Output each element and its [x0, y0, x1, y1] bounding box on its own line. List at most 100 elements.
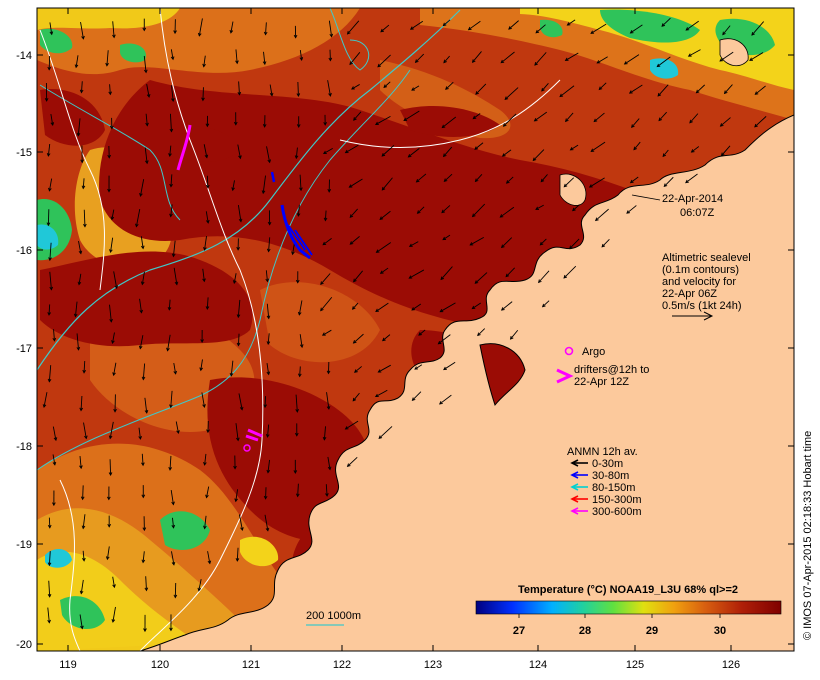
- velocity-arrow: [297, 483, 299, 497]
- velocity-arrowhead: [200, 339, 204, 343]
- velocity-arrowhead: [508, 26, 512, 30]
- map-time: 06:07Z: [680, 207, 715, 219]
- velocity-arrow: [82, 485, 84, 500]
- velocity-arrow: [411, 303, 422, 311]
- anmn-legend: ANMN 12h av. 0-30m30-80m80-150m150-300m3…: [567, 446, 642, 518]
- velocity-arrow: [50, 113, 54, 126]
- velocity-arrowhead: [375, 121, 379, 125]
- velocity-arrow: [109, 421, 114, 439]
- velocity-arrowhead: [235, 558, 240, 562]
- velocity-arrow: [48, 365, 52, 382]
- velocity-arrow: [75, 55, 79, 68]
- velocity-arrowhead: [232, 280, 237, 285]
- velocity-arrowhead: [205, 123, 210, 128]
- velocity-arrow: [468, 20, 481, 31]
- velocity-arrow: [230, 360, 234, 376]
- velocity-arrow: [438, 334, 451, 345]
- velocity-arrow: [412, 391, 422, 401]
- velocity-arrow: [410, 20, 424, 30]
- velocity-arrowhead: [663, 183, 668, 188]
- velocity-arrowhead: [110, 216, 115, 221]
- velocity-arrowhead: [690, 149, 695, 153]
- velocity-arrowhead: [656, 63, 661, 68]
- velocity-arrow: [140, 179, 145, 197]
- velocity-arrow: [323, 426, 326, 440]
- velocity-arrow: [49, 242, 52, 261]
- anmn-arrowhead-icon: [570, 483, 579, 491]
- coast-detail-2: [719, 38, 749, 67]
- velocity-arrow: [325, 484, 328, 497]
- velocity-arrow: [500, 51, 515, 64]
- velocity-arrowhead: [240, 527, 244, 531]
- velocity-arrow: [354, 366, 362, 373]
- velocity-arrowhead: [440, 276, 445, 281]
- colorbar-tick-label: 30: [714, 625, 726, 637]
- velocity-arrowhead: [534, 62, 538, 66]
- velocity-arrowhead: [44, 98, 49, 102]
- velocity-arrowhead: [112, 584, 116, 589]
- velocity-arrowhead: [112, 34, 116, 39]
- velocity-arrow: [142, 551, 145, 563]
- velocity-arrow: [298, 300, 303, 315]
- velocity-arrowhead: [197, 32, 202, 37]
- velocity-arrowhead: [754, 123, 758, 128]
- sealevel-line-5: 0.5m/s (1kt 24h): [662, 300, 741, 312]
- velocity-arrowhead: [105, 556, 110, 561]
- velocity-arrowhead: [295, 408, 299, 413]
- velocity-arrowhead: [320, 307, 324, 312]
- velocity-arrow: [502, 149, 512, 157]
- velocity-arrowhead: [84, 435, 88, 440]
- velocity-arrowhead: [169, 128, 174, 133]
- plot-area: [37, 8, 794, 651]
- velocity-arrowhead: [143, 69, 148, 74]
- velocity-arrowhead: [538, 279, 542, 284]
- velocity-arrow: [144, 147, 148, 164]
- velocity-arrow: [657, 84, 669, 97]
- velocity-arrowhead: [474, 178, 479, 183]
- velocity-arrow: [353, 111, 362, 121]
- velocity-arrow: [559, 85, 575, 97]
- velocity-arrowhead: [754, 91, 759, 95]
- velocity-arrow: [589, 177, 605, 188]
- velocity-arrowhead: [325, 493, 329, 497]
- x-axis: 119 120 121 122 123 124 125 126: [59, 8, 740, 671]
- velocity-arrow: [233, 273, 237, 284]
- velocity-arrowhead: [596, 60, 601, 64]
- x-tick-label: 125: [626, 659, 644, 671]
- velocity-arrow: [146, 84, 150, 98]
- velocity-arrowhead: [564, 57, 569, 61]
- velocity-arrow: [235, 423, 239, 441]
- anmn-item-label: 300-600m: [592, 506, 642, 518]
- velocity-arrowhead: [76, 346, 81, 351]
- velocity-arrow: [53, 329, 55, 341]
- y-tick-label: -15: [16, 147, 32, 159]
- velocity-arrowhead: [348, 184, 353, 188]
- velocity-arrow: [590, 23, 607, 34]
- velocity-arrow: [299, 50, 303, 61]
- velocity-arrowhead: [47, 312, 51, 316]
- velocity-arrow: [145, 113, 148, 126]
- velocity-arrowhead: [205, 494, 209, 499]
- velocity-arrow: [563, 265, 577, 279]
- velocity-arrowhead: [52, 502, 56, 507]
- velocity-arrow: [83, 422, 87, 439]
- velocity-arrow: [601, 239, 610, 248]
- velocity-arrowhead: [471, 305, 476, 310]
- velocity-arrowhead: [323, 122, 327, 126]
- velocity-arrowhead: [145, 160, 149, 165]
- velocity-arrowhead: [204, 154, 209, 159]
- velocity-arrow: [48, 304, 51, 316]
- velocity-arrowhead: [467, 26, 472, 31]
- velocity-arrow: [267, 459, 271, 473]
- velocity-arrow: [565, 112, 574, 122]
- velocity-arrowhead: [563, 274, 568, 279]
- colorbar: Temperature (°C) NOAA19_L3U 68% ql>=2 27…: [475, 584, 782, 637]
- velocity-arrowhead: [109, 125, 114, 130]
- velocity-arrowhead: [81, 525, 86, 530]
- velocity-arrow: [501, 301, 513, 311]
- date-pointer: [631, 194, 661, 201]
- velocity-arrowhead: [269, 92, 274, 97]
- velocity-arrow: [662, 149, 669, 157]
- velocity-arrow: [688, 49, 701, 57]
- velocity-arrow: [269, 84, 273, 96]
